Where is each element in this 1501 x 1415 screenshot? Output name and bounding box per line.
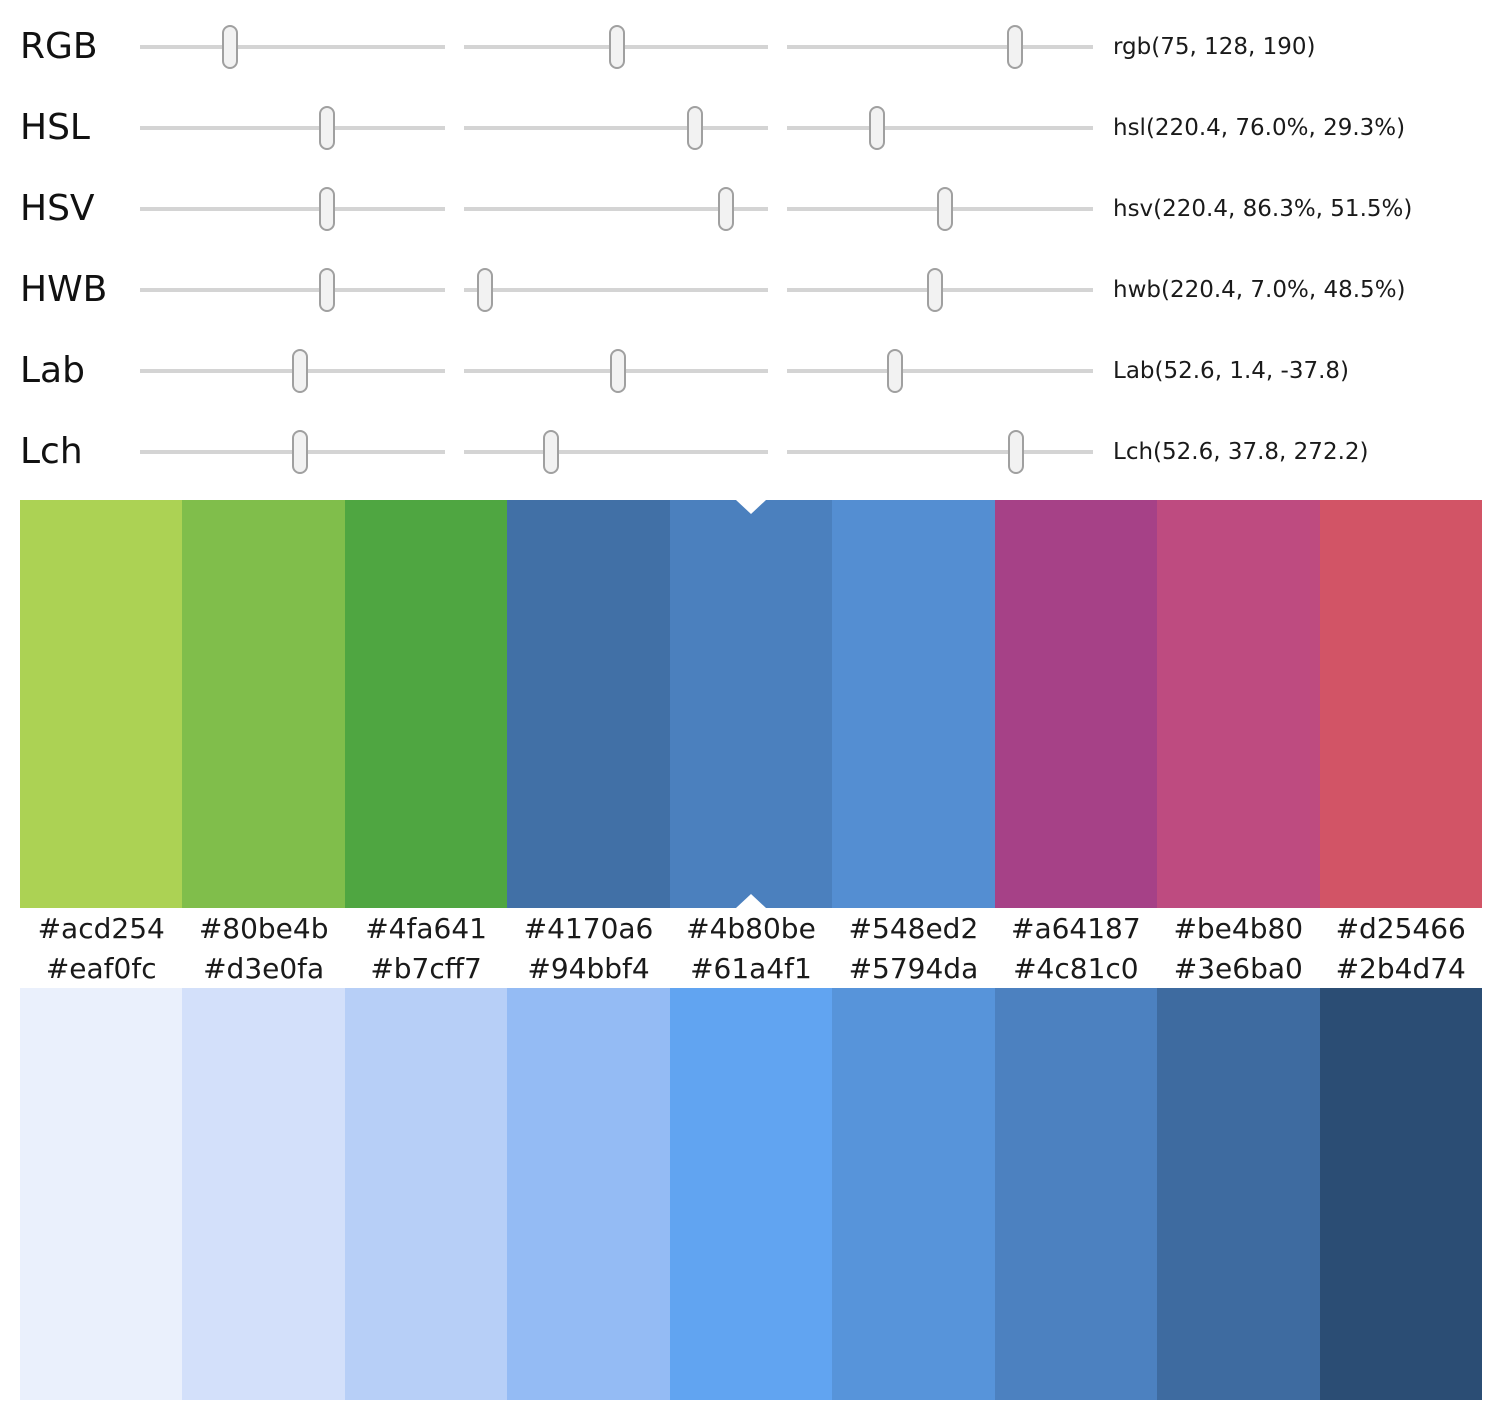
hsl-hue-slider-track[interactable]	[140, 105, 445, 150]
hwb-hue-slider-track[interactable]	[140, 267, 445, 312]
hex-code-label: #4fa641	[365, 911, 487, 945]
hsl-hue-slider-thumb[interactable]	[318, 105, 335, 150]
hex-code-label: #4c81c0	[1013, 951, 1139, 985]
lch-chroma-slider-thumb[interactable]	[542, 429, 559, 474]
palette-swatch[interactable]	[344, 988, 508, 1400]
hsv-value-slider-thumb[interactable]	[936, 186, 953, 231]
lab-b-slider-thumb[interactable]	[887, 348, 904, 393]
palette-swatch[interactable]	[20, 500, 183, 908]
slider-row-lab: Lab Lab(52.6, 1.4, -37.8)	[0, 330, 1501, 411]
hsl-lightness-slider-thumb[interactable]	[868, 105, 885, 150]
lch-value-text: Lch(52.6, 37.8, 272.2)	[1113, 438, 1369, 465]
hwb-whiteness-slider-thumb[interactable]	[477, 267, 494, 312]
hex-code-label: #a64187	[1010, 911, 1141, 945]
palette-swatch-selected[interactable]	[669, 500, 833, 908]
palette-swatch[interactable]	[669, 988, 833, 1400]
hsl-value-text: hsl(220.4, 76.0%, 29.3%)	[1113, 114, 1406, 141]
hsl-lightness-slider-track[interactable]	[787, 105, 1093, 150]
lch-chroma-slider-track[interactable]	[464, 429, 768, 474]
lch-hue-slider-track[interactable]	[787, 429, 1093, 474]
lab-a-slider-track[interactable]	[464, 348, 768, 393]
hex-code-label: #80be4b	[198, 911, 329, 945]
tint-palette-strip	[20, 988, 1482, 1400]
lch-hue-slider-thumb[interactable]	[1007, 429, 1024, 474]
hsv-value-text: hsv(220.4, 86.3%, 51.5%)	[1113, 195, 1413, 222]
hex-code-label: #94bbf4	[527, 951, 650, 985]
hsl-saturation-slider-track[interactable]	[464, 105, 768, 150]
hsv-hue-slider-thumb[interactable]	[318, 186, 335, 231]
hex-code-label: #b7cff7	[370, 951, 482, 985]
hex-code-label: #61a4f1	[690, 951, 812, 985]
hsl-saturation-slider-thumb[interactable]	[687, 105, 704, 150]
slider-row-rgb: RGB rgb(75, 128, 190)	[0, 6, 1501, 87]
hex-code-label: #d3e0fa	[203, 951, 325, 985]
rgb-green-slider-track[interactable]	[464, 24, 768, 69]
colorspace-label-hwb: HWB	[20, 268, 108, 310]
lab-value-text: Lab(52.6, 1.4, -37.8)	[1113, 357, 1349, 384]
hex-code-label: #3e6ba0	[1173, 951, 1303, 985]
colorspace-label-hsv: HSV	[20, 187, 95, 229]
hwb-blackness-slider-track[interactable]	[787, 267, 1093, 312]
hex-code-label: #2b4d74	[1335, 951, 1466, 985]
palette-swatch[interactable]	[344, 500, 508, 908]
rgb-green-slider-thumb[interactable]	[608, 24, 625, 69]
rgb-blue-slider-thumb[interactable]	[1006, 24, 1023, 69]
palette-swatch[interactable]	[507, 988, 670, 1400]
hwb-blackness-slider-thumb[interactable]	[927, 267, 944, 312]
slider-row-lch: Lch Lch(52.6, 37.8, 272.2)	[0, 411, 1501, 492]
colorspace-label-hsl: HSL	[20, 106, 90, 148]
rgb-blue-slider-track[interactable]	[787, 24, 1093, 69]
hsv-hue-slider-track[interactable]	[140, 186, 445, 231]
hex-code-label: #be4b80	[1173, 911, 1304, 945]
hex-code-label: #4b80be	[686, 911, 816, 945]
lab-lightness-slider-thumb[interactable]	[292, 348, 309, 393]
rgb-red-slider-track[interactable]	[140, 24, 445, 69]
hsv-saturation-slider-track[interactable]	[464, 186, 768, 231]
lch-lightness-slider-track[interactable]	[140, 429, 445, 474]
palette-swatch[interactable]	[1319, 988, 1482, 1400]
lch-lightness-slider-thumb[interactable]	[292, 429, 309, 474]
rgb-red-slider-thumb[interactable]	[221, 24, 238, 69]
hsv-value-slider-track[interactable]	[787, 186, 1093, 231]
hwb-whiteness-slider-track[interactable]	[464, 267, 768, 312]
slider-row-hsv: HSV hsv(220.4, 86.3%, 51.5%)	[0, 168, 1501, 249]
lab-b-slider-track[interactable]	[787, 348, 1093, 393]
colorspace-label-lab: Lab	[20, 349, 85, 391]
color-slider-panel: RGB rgb(75, 128, 190) HSL hsl(220.4, 76.…	[0, 0, 1501, 492]
hex-code-label: #d25466	[1335, 911, 1466, 945]
palette-swatch[interactable]	[994, 500, 1158, 908]
palette-swatch[interactable]	[832, 500, 995, 908]
palette-swatch[interactable]	[182, 988, 345, 1400]
palette-swatch[interactable]	[20, 988, 183, 1400]
rgb-value-text: rgb(75, 128, 190)	[1113, 33, 1316, 60]
palette-swatch[interactable]	[1157, 988, 1320, 1400]
colorspace-label-rgb: RGB	[20, 25, 98, 67]
lab-a-slider-thumb[interactable]	[610, 348, 627, 393]
hwb-hue-slider-thumb[interactable]	[318, 267, 335, 312]
hsv-saturation-slider-thumb[interactable]	[718, 186, 735, 231]
hex-code-label: #5794da	[848, 951, 979, 985]
palette-swatch[interactable]	[1157, 500, 1320, 908]
hex-code-label: #acd254	[37, 911, 165, 945]
palette-swatch[interactable]	[1319, 500, 1482, 908]
hex-code-label: #548ed2	[848, 911, 979, 945]
tint-palette-hex-labels: #eaf0fc #d3e0fa #b7cff7 #94bbf4 #61a4f1 #5794…	[20, 948, 1482, 988]
palette-swatch[interactable]	[832, 988, 995, 1400]
colorspace-label-lch: Lch	[20, 430, 83, 472]
hue-palette-hex-labels: #acd254 #80be4b #4fa641 #4170a6 #4b80be #548e…	[20, 908, 1482, 948]
palette-swatch[interactable]	[994, 988, 1158, 1400]
hwb-value-text: hwb(220.4, 7.0%, 48.5%)	[1113, 276, 1406, 303]
slider-row-hsl: HSL hsl(220.4, 76.0%, 29.3%)	[0, 87, 1501, 168]
palette-swatch[interactable]	[507, 500, 670, 908]
hue-palette-strip	[20, 500, 1482, 908]
hex-code-label: #4170a6	[523, 911, 654, 945]
slider-row-hwb: HWB hwb(220.4, 7.0%, 48.5%)	[0, 249, 1501, 330]
lab-lightness-slider-track[interactable]	[140, 348, 445, 393]
palette-swatch[interactable]	[182, 500, 345, 908]
hex-code-label: #eaf0fc	[45, 951, 157, 985]
